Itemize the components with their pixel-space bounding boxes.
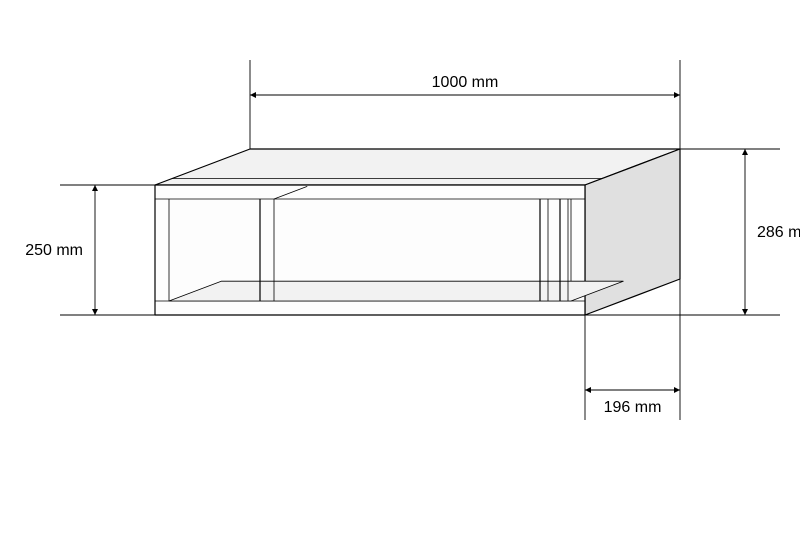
dim-width-label: 1000 mm — [432, 74, 499, 91]
dim-height-right-label: 286 mm — [757, 224, 800, 241]
dim-depth-label: 196 mm — [604, 399, 662, 416]
dim-height-left-label: 250 mm — [25, 242, 83, 259]
shelf-drawing — [155, 149, 680, 315]
